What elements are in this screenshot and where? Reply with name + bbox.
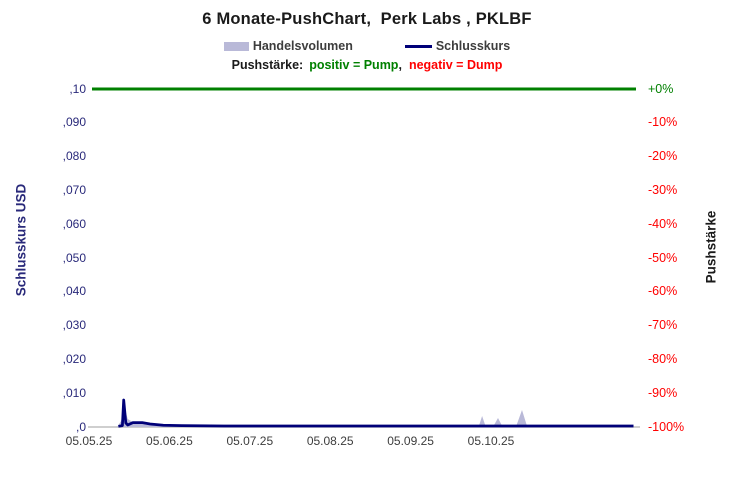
pushstaerke-note-prefix: Pushstärke: [231, 58, 304, 72]
left-axis-tick: ,050 [62, 250, 86, 265]
legend-volume-label: Handelsvolumen [252, 39, 353, 53]
right-axis-tick: -90% [648, 385, 678, 400]
left-axis-tick: ,060 [62, 216, 86, 231]
legend-close-label: Schlusskurs [435, 39, 511, 53]
legend-item-volume: Handelsvolumen [223, 39, 353, 53]
volume-area [117, 407, 634, 427]
close-price-line [118, 398, 634, 428]
x-axis-tick: 05.08.25 [306, 434, 354, 448]
x-axis-tick: 05.10.25 [467, 434, 515, 448]
left-axis-tick: ,070 [62, 182, 86, 197]
left-axis-tick: ,0 [75, 419, 86, 434]
x-axis-tick: 05.05.25 [65, 434, 113, 448]
left-axis-tick: ,090 [62, 115, 86, 130]
left-axis-tick: ,040 [62, 284, 86, 299]
volume-swatch-icon [223, 41, 249, 51]
right-axis-tick: -40% [648, 216, 678, 231]
right-axis-tick: -50% [648, 250, 678, 265]
left-axis-tick: ,10 [69, 81, 86, 96]
right-axis-tick: -80% [648, 351, 678, 366]
close-line-swatch-icon [404, 44, 432, 48]
right-axis-tick: -30% [648, 182, 678, 197]
x-axis-tick: 05.09.25 [387, 434, 434, 448]
x-axis-tick: 05.06.25 [146, 434, 193, 448]
left-axis-tick: ,080 [62, 149, 86, 164]
right-axis-tick: -20% [648, 149, 678, 164]
x-axis-tick: 05.07.25 [226, 434, 274, 448]
chart-title: 6 Monate-PushChart, Perk Labs , PKLBF [202, 10, 532, 28]
pushstaerke-note-comma: , [398, 58, 402, 72]
left-axis-tick: ,010 [62, 385, 86, 400]
right-axis-tick: -70% [648, 318, 678, 333]
left-axis-tick: ,020 [62, 351, 86, 366]
left-axis-tick: ,030 [62, 318, 86, 333]
right-axis-tick: -100% [648, 419, 685, 434]
right-axis-tick: -60% [648, 284, 678, 299]
pushstaerke-note-negative: negativ = Dump [408, 58, 503, 72]
chart-legend: Handelsvolumen Schlusskurs [0, 39, 734, 53]
legend-item-close: Schlusskurs [404, 39, 511, 53]
right-axis-tick: -10% [648, 115, 678, 130]
pushstaerke-note-positive: positiv = Pump [309, 58, 399, 72]
right-axis-tick: +0% [648, 81, 674, 96]
pushstaerke-note: Pushstärke: positiv = Pump, negativ = Dump [0, 58, 734, 72]
